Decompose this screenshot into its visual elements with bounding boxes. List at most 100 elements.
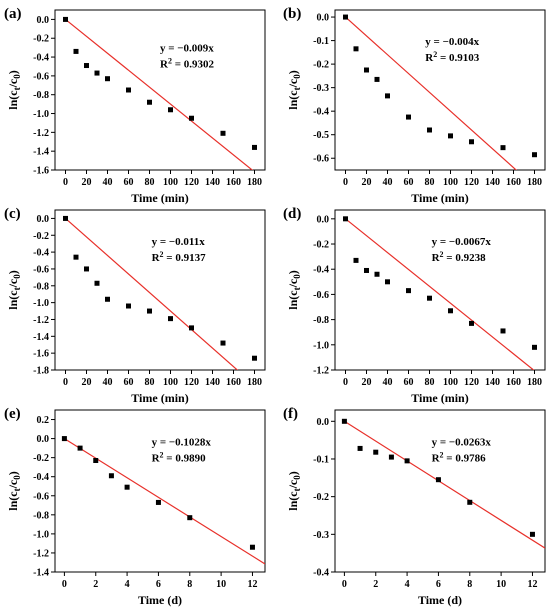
x-tick-label: 20 (362, 177, 372, 188)
panel-label: (c) (4, 206, 21, 222)
data-point (343, 14, 348, 20)
data-point (84, 63, 89, 69)
data-point (73, 254, 79, 260)
x-tick-label: 20 (82, 377, 92, 388)
x-tick-label: 80 (145, 377, 155, 388)
plot-frame (334, 409, 546, 573)
data-point (61, 436, 67, 442)
data-point (448, 133, 453, 139)
y-axis-title: ln(ct/c0) (286, 70, 302, 110)
x-tick-label: 120 (464, 377, 479, 388)
x-axis-title: Time (d) (418, 593, 462, 607)
y-tick-label: -0.2 (33, 453, 49, 464)
fit-line (65, 217, 239, 370)
data-point (343, 216, 348, 222)
x-tick-label: 4 (405, 579, 410, 590)
fit-equation: y = −0.009x (160, 43, 214, 55)
data-point (168, 316, 173, 322)
y-tick-label: -1.6 (33, 349, 49, 360)
y-tick-label: -1.0 (33, 529, 49, 540)
x-tick-label: 10 (216, 579, 226, 590)
x-tick-label: 160 (506, 177, 521, 188)
data-point (427, 127, 432, 133)
data-point (220, 340, 226, 346)
data-point (252, 144, 257, 150)
y-tick-label: -1.6 (33, 166, 49, 177)
x-tick-label: 0 (63, 177, 68, 188)
data-point (469, 139, 474, 145)
fit-equation: y = −0.0263x (432, 437, 492, 449)
x-tick-label: 120 (184, 177, 199, 188)
data-point (124, 484, 130, 490)
chart-panel-e: (e) 0 2 4 6 8 10 12 0.2 0.0 -0.2 -0.4 -0.6 -0.8 -1.0 -1… (4, 406, 266, 607)
x-tick-label: 40 (103, 177, 113, 188)
data-point (252, 355, 257, 361)
x-tick-label: 0 (343, 377, 348, 388)
data-point (374, 76, 380, 82)
x-tick-label: 140 (205, 177, 220, 188)
y-tick-label: -0.6 (33, 491, 49, 502)
x-tick-label: 140 (485, 377, 500, 388)
y-tick-label: -0.2 (313, 240, 329, 251)
data-point (406, 114, 411, 120)
y-tick-label: 0.0 (317, 214, 330, 225)
data-point (532, 344, 537, 350)
data-point (469, 320, 474, 326)
data-point (63, 215, 68, 221)
data-point (84, 266, 89, 272)
data-point (529, 531, 535, 537)
y-tick-label: -0.6 (313, 290, 329, 301)
y-tick-label: -0.2 (33, 231, 49, 242)
fit-equation: y = −0.004x (425, 36, 479, 48)
r-squared: R2 = 0.9302 (160, 57, 214, 71)
data-point (105, 76, 110, 82)
data-point (373, 449, 379, 455)
y-tick-label: 0.0 (37, 15, 50, 26)
fit-equation: y = −0.1028x (152, 437, 212, 449)
fit-equation: y = −0.0067x (432, 236, 492, 248)
data-point (448, 308, 453, 314)
x-tick-label: 120 (464, 177, 479, 188)
x-tick-label: 60 (404, 177, 414, 188)
data-point (532, 152, 537, 158)
y-tick-label: -0.2 (313, 60, 329, 71)
data-point (168, 107, 173, 113)
y-tick-label: 0.0 (317, 417, 330, 428)
y-tick-label: -0.1 (313, 36, 329, 47)
x-tick-label: 20 (362, 377, 372, 388)
y-tick-label: -1.0 (33, 298, 49, 309)
data-point (94, 280, 100, 286)
y-tick-label: -0.5 (313, 130, 329, 141)
x-tick-label: 100 (443, 377, 458, 388)
data-point (427, 295, 432, 301)
x-tick-label: 80 (425, 377, 435, 388)
x-tick-label: 8 (467, 579, 472, 590)
y-tick-label: -1.0 (313, 340, 329, 351)
x-tick-label: 10 (496, 579, 506, 590)
y-tick-label: -0.2 (313, 492, 329, 503)
x-tick-label: 180 (247, 177, 262, 188)
x-axis-title: Time (d) (138, 593, 182, 607)
data-point (406, 288, 411, 294)
data-point (385, 279, 390, 285)
y-tick-label: -1.4 (33, 332, 49, 343)
data-point (500, 145, 506, 151)
y-tick-label: -0.1 (313, 454, 329, 465)
data-point (63, 16, 68, 22)
y-tick-label: -1.8 (33, 366, 49, 377)
x-tick-label: 8 (187, 579, 192, 590)
chart-panel-a: (a) 0 20 40 60 80 100 120 140 160 180 0.0 -0.2 -0.4 -0… (4, 6, 266, 205)
data-point (435, 477, 441, 483)
y-tick-label: -0.4 (313, 265, 329, 276)
plot-frame (54, 409, 266, 573)
data-point (388, 454, 394, 460)
y-axis-title: ln(ct/c0) (286, 471, 302, 511)
data-point (357, 445, 363, 451)
data-point (341, 418, 347, 424)
y-tick-label: -0.6 (33, 71, 49, 82)
y-tick-label: -0.2 (33, 34, 49, 45)
x-tick-label: 0 (63, 377, 68, 388)
data-point (364, 267, 369, 273)
panel-label: (b) (283, 6, 301, 22)
data-point (73, 48, 79, 54)
